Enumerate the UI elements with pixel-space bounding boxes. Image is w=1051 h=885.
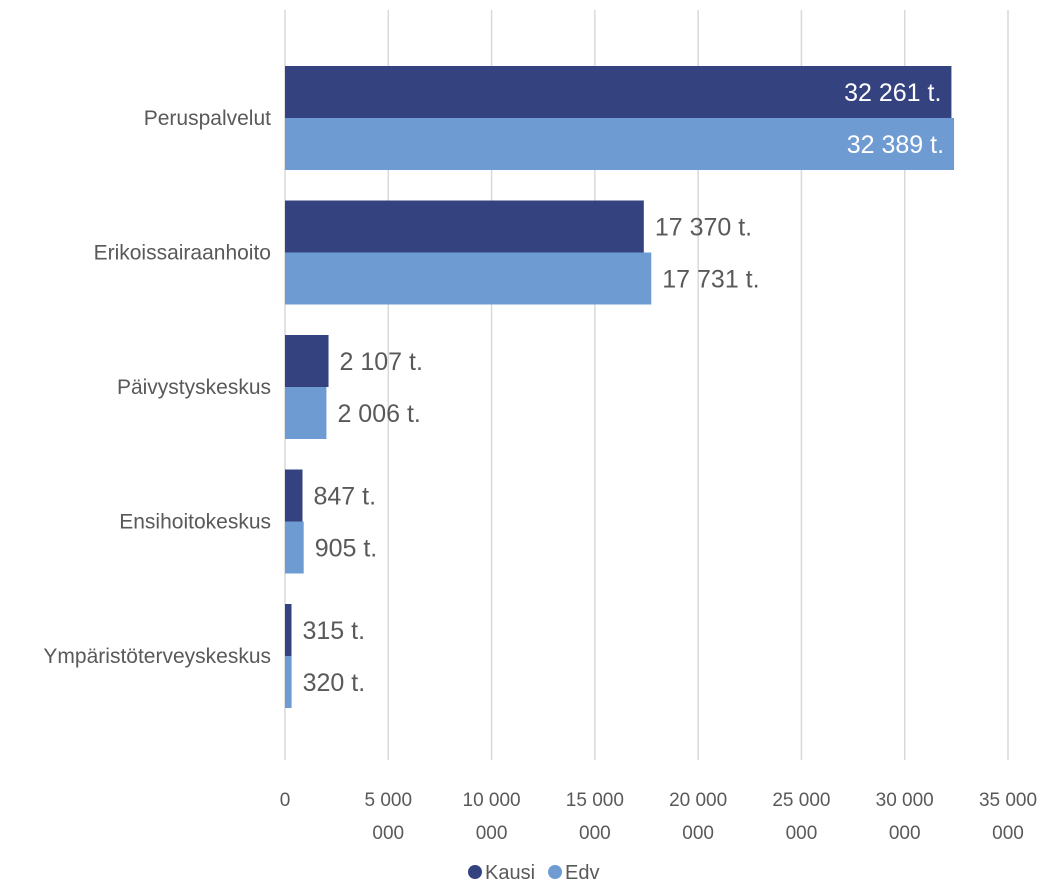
bar-kausi [285,604,292,656]
legend-marker-edv [548,865,563,879]
bar-kausi [285,66,952,118]
bar-edv [285,387,327,439]
bar-edv [285,656,292,708]
data-label: 17 731 t. [662,266,759,294]
data-label: 17 370 t. [655,214,752,242]
category-label: Peruspalvelut [144,107,271,130]
x-tick-label-line2: 000 [682,823,714,844]
category-label: Ympäristöterveyskeskus [43,645,271,668]
bar-edv [285,521,304,574]
x-tick-label-line2: 000 [476,823,508,844]
x-tick-label: 5 000 [365,790,413,811]
data-label: 32 261 t. [844,79,941,107]
x-tick-label: 25 000 [772,790,830,811]
legend-marker-kausi [468,865,482,879]
legend: Kausi Edv [468,862,600,884]
x-axis-ticks: 0 5 000 000 10 000 000 15 000 000 20 000 000 25 0… [280,790,1037,844]
bar-kausi [285,469,303,522]
x-tick-label-line2: 000 [786,823,818,844]
data-label: 847 t. [313,483,376,511]
category-labels: Peruspalvelut Erikoissairaanhoito Päivysty… [43,107,271,668]
bar-kausi [285,335,329,387]
x-tick-label: 15 000 [566,790,624,811]
category-label: Päivystyskeskus [117,376,271,399]
data-label: 2 107 t. [340,348,423,376]
data-label: 320 t. [303,669,366,697]
category-label: Ensihoitokeskus [119,511,271,534]
x-tick-label: 35 000 [979,790,1037,811]
x-tick-label: 30 000 [876,790,934,811]
legend-label: Edv [565,862,599,884]
x-tick-label: 20 000 [669,790,727,811]
legend-label: Kausi [485,862,535,884]
data-label: 2 006 t. [337,400,420,428]
bars: 32 261 t. 32 389 t. 17 370 t. 17 731 t. 2 10… [285,66,955,708]
data-label: 905 t. [315,535,378,563]
bar-kausi [285,200,644,253]
data-label: 32 389 t. [847,131,944,159]
bar-edv [285,118,955,170]
x-tick-label-line2: 000 [889,823,921,844]
x-tick-label: 10 000 [463,790,521,811]
category-label: Erikoissairaanhoito [94,242,271,265]
x-tick-label-line2: 000 [372,823,404,844]
x-tick-label-line2: 000 [579,823,611,844]
x-tick-label: 0 [280,790,291,811]
bar-edv [285,252,652,305]
data-label: 315 t. [303,617,366,645]
x-tick-label-line2: 000 [992,823,1024,844]
